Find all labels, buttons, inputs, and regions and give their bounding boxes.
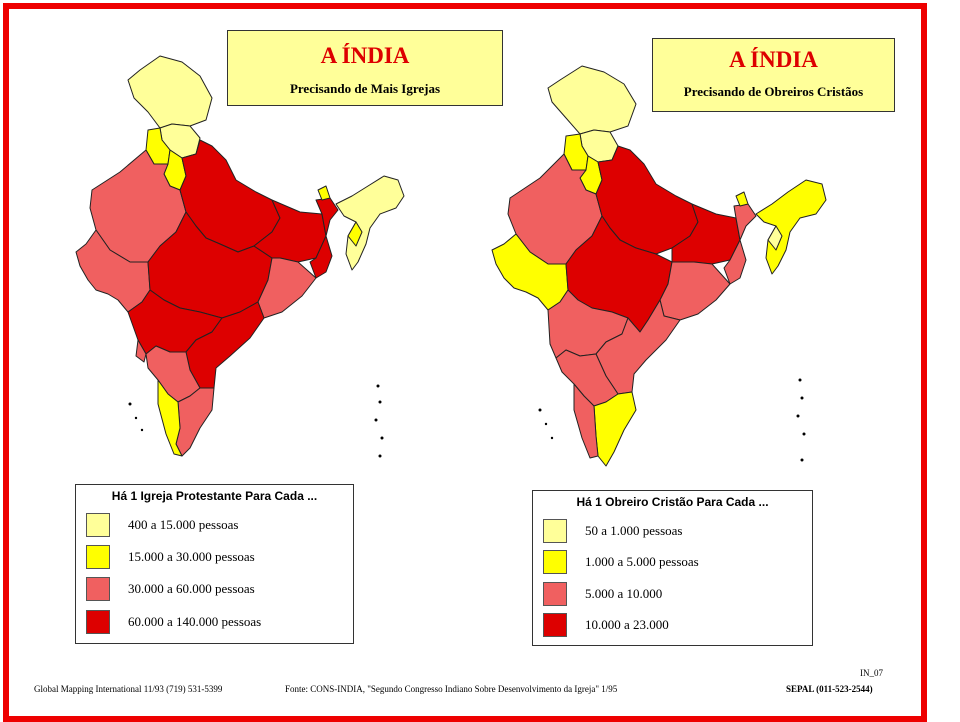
- left-region-andhra-pradesh: [185, 301, 265, 389]
- right-island-speck: [800, 458, 804, 462]
- right-island-speck: [538, 408, 542, 412]
- legend-swatch: [543, 519, 567, 543]
- legend-swatch: [86, 610, 110, 634]
- left-legend-title: Há 1 Igreja Protestante Para Cada ...: [111, 489, 318, 503]
- right-region-jammu-kashmir: [547, 65, 637, 135]
- left-island-speck: [134, 416, 138, 420]
- left-island-speck: [378, 454, 382, 458]
- legend-label: 10.000 a 23.000: [585, 617, 669, 632]
- legend-label: 50 a 1.000 pessoas: [585, 523, 683, 538]
- legend-swatch: [543, 582, 567, 606]
- left-region-kerala: [157, 379, 183, 457]
- left-title-box: A ÍNDIA Precisando de Mais Igrejas: [227, 30, 503, 106]
- right-map-subtitle: Precisando de Obreiros Cristãos: [683, 84, 864, 99]
- left-region-goa: [135, 339, 147, 363]
- right-region-tripura: [767, 225, 783, 251]
- right-region-northeast: [755, 179, 827, 275]
- left-legend: Há 1 Igreja Protestante Para Cada ... 40…: [75, 484, 354, 644]
- left-region-gujarat: [75, 229, 151, 313]
- legend-swatch: [86, 513, 110, 537]
- right-region-sikkim: [735, 191, 749, 207]
- left-region-west-bengal: [309, 197, 339, 279]
- footer-credit: Global Mapping International 11/93 (719)…: [34, 684, 223, 694]
- left-island-speck: [378, 400, 382, 404]
- right-region-andhra-pradesh: [595, 299, 681, 395]
- left-island-speck: [140, 428, 144, 432]
- legend-label: 5.000 a 10.000: [585, 586, 663, 601]
- right-region-west-bengal: [723, 203, 757, 285]
- legend-swatch: [86, 545, 110, 569]
- legend-swatch: [543, 550, 567, 574]
- left-island-speck: [128, 402, 132, 406]
- left-island-speck: [376, 384, 380, 388]
- right-island-speck: [800, 396, 804, 400]
- legend-label: 15.000 a 30.000 pessoas: [128, 549, 255, 564]
- map-code: IN_07: [860, 668, 883, 678]
- right-region-orissa: [659, 261, 731, 321]
- left-island-speck: [380, 436, 384, 440]
- left-region-tripura: [347, 221, 363, 247]
- left-map-subtitle: Precisando de Mais Igrejas: [289, 81, 441, 96]
- legend-swatch: [86, 577, 110, 601]
- left-region-sikkim: [317, 185, 331, 201]
- legend-label: 400 a 15.000 pessoas: [128, 517, 239, 532]
- left-region-orissa: [257, 257, 317, 319]
- right-title-box: A ÍNDIA Precisando de Obreiros Cristãos: [652, 38, 895, 112]
- legend-label: 1.000 a 5.000 pessoas: [585, 554, 699, 569]
- left-map-title: A ÍNDIA: [320, 43, 410, 68]
- right-island-speck: [798, 378, 802, 382]
- legend-swatch: [543, 613, 567, 637]
- right-island-speck: [796, 414, 800, 418]
- right-island-speck: [802, 432, 806, 436]
- legend-label: 60.000 a 140.000 pessoas: [128, 614, 262, 629]
- right-island-speck: [544, 422, 548, 426]
- right-legend-title: Há 1 Obreiro Cristão Para Cada ...: [576, 495, 769, 509]
- left-island-speck: [374, 418, 378, 422]
- right-region-gujarat: [491, 233, 569, 311]
- footer-source: Fonte: CONS-INDIA, "Segundo Congresso In…: [285, 684, 618, 694]
- footer-publisher: SEPAL (011-523-2544): [786, 684, 873, 694]
- right-legend: Há 1 Obreiro Cristão Para Cada ... 50 a …: [532, 490, 813, 646]
- right-island-speck: [550, 436, 554, 440]
- right-region-kerala: [573, 383, 599, 459]
- legend-label: 30.000 a 60.000 pessoas: [128, 581, 255, 596]
- right-map-title: A ÍNDIA: [729, 47, 818, 72]
